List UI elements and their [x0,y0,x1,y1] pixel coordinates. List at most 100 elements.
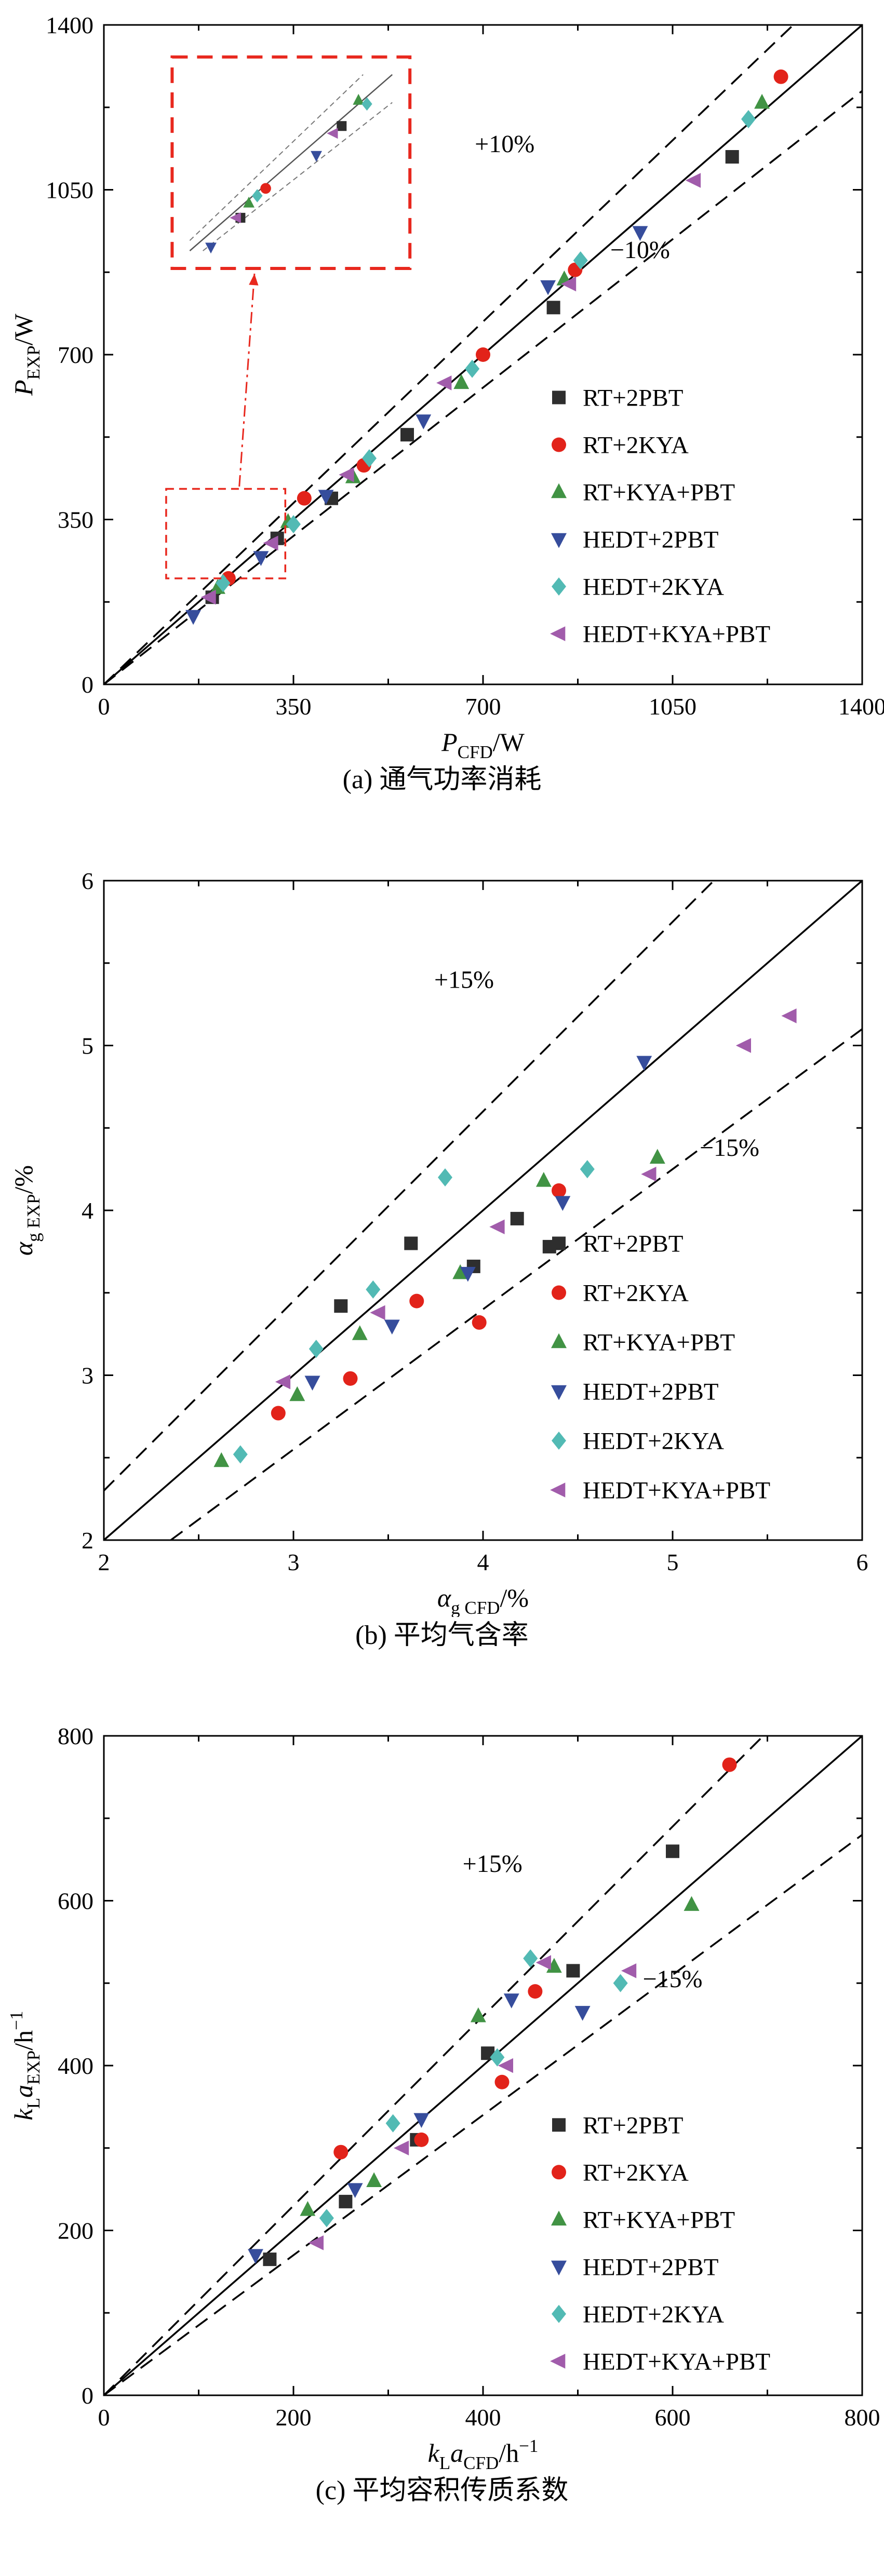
caption-power: (a) 通气功率消耗 [342,765,542,794]
y-tick-label: 4 [82,1197,93,1224]
legend-label: RT+2KYA [583,1279,689,1306]
diamond-marker [552,1431,566,1450]
legend-item: RT+2PBT [552,1230,683,1257]
circle-marker [414,2133,429,2148]
square-marker [510,1211,524,1225]
legend-item: HEDT+KYA+PBT [550,621,770,648]
data-points [213,1008,797,1467]
diamond-marker [573,251,588,270]
chart-gas-holdup-parity: +15% −15% RT+2PBT RT+2KYA RT+KYA+PBT HEDT+2PB… [0,865,884,1618]
circle-marker [260,183,271,194]
triangle-left-marker [550,1482,566,1498]
lower-band-line [170,1028,863,1541]
legend-item: HEDT+2PBT [551,1378,719,1405]
circle-marker [409,1293,424,1309]
triangle-down-marker [551,2260,567,2276]
legend-label: RT+2KYA [583,2159,689,2186]
y-tick-label: 600 [58,1888,93,1914]
square-marker [400,428,414,442]
legend: RT+2PBT RT+2KYA RT+KYA+PBT HEDT+2PBT HEDT+2K… [550,2112,770,2375]
legend-item: RT+KYA+PBT [551,1329,735,1356]
legend-item: HEDT+KYA+PBT [550,2348,770,2375]
circle-marker [494,2074,510,2089]
legend-label: HEDT+2KYA [583,2301,724,2328]
x-tick-label: 1400 [838,693,884,720]
band-annotation: +10% [475,130,534,158]
circle-marker [333,2145,349,2160]
triangle-left-marker [685,173,701,188]
lower-band-line [103,90,863,685]
caption-kla: (c) 平均容积传质系数 [315,2476,569,2506]
legend-item: RT+2PBT [552,2112,683,2139]
diamond-marker [741,110,756,128]
triangle-down-marker [413,2113,430,2128]
triangle-left-marker [781,1008,797,1023]
x-axis-label: PCFD/W [441,727,525,761]
panel-a: +10% −10% RT+2PBT RT+2KYA RT+KYA+PBT HEDT+2PB… [0,9,884,798]
triangle-down-marker [636,1056,652,1071]
triangle-left-marker [263,535,278,551]
diamond-marker [362,449,377,468]
legend-item: HEDT+2KYA [552,2301,724,2328]
legend: RT+2PBT RT+2KYA RT+KYA+PBT HEDT+2PBT HEDT+2K… [550,385,770,648]
band-annotation: −10% [610,236,670,264]
legend-label: HEDT+2PBT [583,2254,719,2281]
y-tick-label: 0 [82,671,93,698]
y-tick-label: 2 [82,1527,93,1554]
triangle-up-marker [366,2172,382,2188]
triangle-up-marker [535,1171,552,1187]
legend-label: RT+KYA+PBT [583,1329,735,1356]
triangle-down-marker [551,1385,567,1400]
triangle-left-marker [735,1037,751,1053]
triangle-left-marker [436,375,452,390]
circle-marker [722,1757,737,1772]
legend-label: HEDT+2PBT [583,1378,719,1405]
legend-label: RT+KYA+PBT [583,479,735,506]
legend-label: HEDT+KYA+PBT [583,1477,770,1504]
triangle-up-marker [300,2201,316,2216]
diamond-marker [361,97,372,111]
chart-svg-1: +15% −15% RT+2PBT RT+2KYA RT+KYA+PBT HEDT+2PB… [9,868,868,1618]
triangle-left-marker [561,276,577,292]
square-marker [404,1236,418,1250]
legend-item: HEDT+2PBT [551,527,719,554]
upper-band-line [103,1735,764,2396]
x-tick-label: 600 [655,2404,691,2431]
square-marker [552,2118,566,2132]
band-annotation: +15% [434,966,494,993]
triangle-up-marker [213,1452,230,1467]
legend-item: HEDT+2KYA [552,574,724,601]
triangle-left-marker [200,589,216,605]
square-marker [337,121,347,131]
axes: 22 3 3 4 4 5 5 6 6 [82,868,868,1575]
triangle-left-marker [498,2058,513,2073]
y-axis-label: kLaEXP/h−1 [6,2011,44,2121]
panel-b: +15% −15% RT+2PBT RT+2KYA RT+KYA+PBT HEDT+2PB… [0,865,884,1653]
circle-marker [552,1285,566,1300]
triangle-up-marker [243,196,255,208]
triangle-down-marker [384,1319,400,1334]
x-axis-label: kLaCFD/h−1 [428,2436,539,2472]
x-tick-label: 700 [465,693,501,720]
y-tick-label: 350 [58,507,93,533]
diamond-marker [438,1168,452,1186]
triangle-down-marker [347,2183,363,2199]
diamond-marker [552,577,566,596]
legend-label: RT+2KYA [583,432,689,459]
triangle-left-marker [489,1219,505,1234]
y-tick-label: 200 [58,2218,93,2244]
square-marker [552,390,566,404]
circle-marker [552,437,566,452]
triangle-down-marker [416,414,432,429]
parity-line [103,1735,863,2396]
upper-band-line [103,880,715,1491]
triangle-up-marker [551,483,567,498]
inset-arrow-head [249,274,259,286]
legend-item: RT+2KYA [552,1279,689,1306]
triangle-down-marker [540,280,556,295]
band-annotation: −15% [642,1965,702,1993]
legend-item: RT+KYA+PBT [551,2206,735,2233]
inset-band-line [203,102,393,251]
triangle-left-marker [230,212,241,223]
triangle-down-marker [205,242,217,254]
